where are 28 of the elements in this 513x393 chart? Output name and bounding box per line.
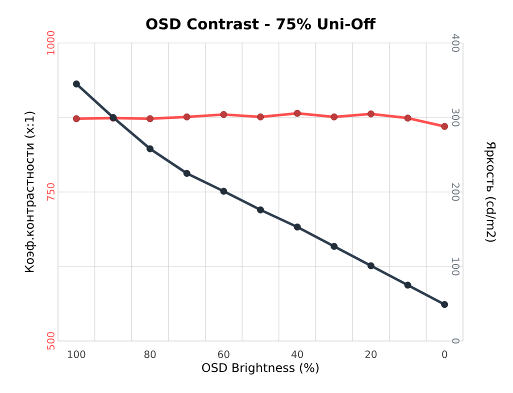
x-tick-label: 100 [68, 350, 86, 358]
x-tick-label: 0 [442, 350, 448, 358]
point [404, 282, 412, 289]
y2-tick-label: 400 [452, 34, 460, 52]
y2-tick-label: 100 [452, 258, 460, 276]
y2-tick-label: 0 [452, 338, 460, 344]
point [257, 206, 264, 214]
point [220, 188, 228, 195]
point [146, 145, 154, 152]
y-tick-label: 1000 [46, 30, 54, 55]
y-tick-label: 500 [46, 332, 54, 350]
point [72, 80, 80, 88]
y-axis-title: Коэф.контрастности (x:1) [24, 112, 36, 272]
x-tick-label: 40 [291, 350, 304, 358]
x-axis-title: OSD Brightness (%) [202, 362, 319, 374]
y2-tick-label: 200 [452, 183, 460, 201]
x-tick-label: 20 [365, 350, 377, 358]
point [183, 170, 190, 177]
point [294, 224, 301, 230]
x-tick-label: 60 [218, 350, 230, 358]
x-tick-label: 80 [144, 350, 156, 358]
point [367, 262, 374, 270]
chart-title: OSD Contrast - 75% Uni-Off [146, 18, 376, 30]
point [441, 301, 448, 308]
point [330, 242, 338, 250]
y2-axis-title: Яркость (cd/m2) [484, 142, 496, 242]
y-tick-label: 750 [46, 183, 54, 201]
y2-tick-label: 300 [452, 108, 460, 126]
